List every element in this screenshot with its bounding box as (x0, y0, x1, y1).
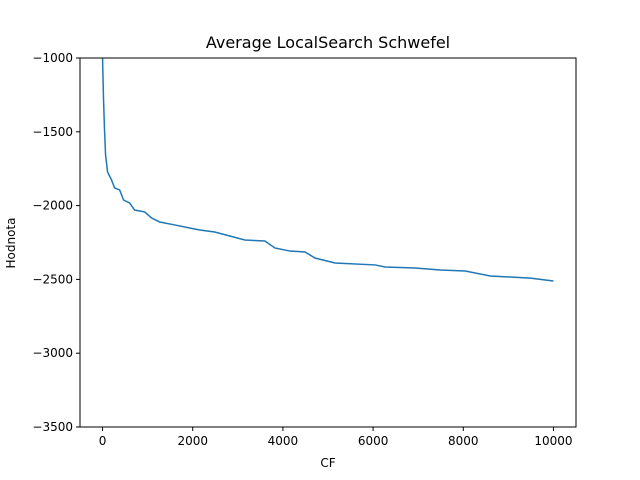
x-axis-label: CF (320, 456, 335, 470)
chart-title: Average LocalSearch Schwefel (206, 33, 450, 52)
y-tick-label: −2000 (32, 199, 73, 213)
x-tick-label: 4000 (268, 434, 299, 448)
x-tick-label: 6000 (358, 434, 389, 448)
x-tick-label: 8000 (448, 434, 479, 448)
y-tick-label: −3500 (32, 420, 73, 434)
y-tick-label: −2500 (32, 272, 73, 286)
y-axis-label: Hodnota (4, 218, 18, 269)
y-tick-label: −1500 (32, 125, 73, 139)
axes-frame (79, 57, 577, 428)
x-tick-label: 2000 (177, 434, 208, 448)
y-tick-label: −1000 (32, 51, 73, 65)
data-line (101, 58, 554, 282)
plot-area (101, 58, 554, 282)
y-tick-label: −3000 (32, 346, 73, 360)
x-tick-label: 0 (99, 434, 107, 448)
x-tick-label: 10000 (534, 434, 572, 448)
